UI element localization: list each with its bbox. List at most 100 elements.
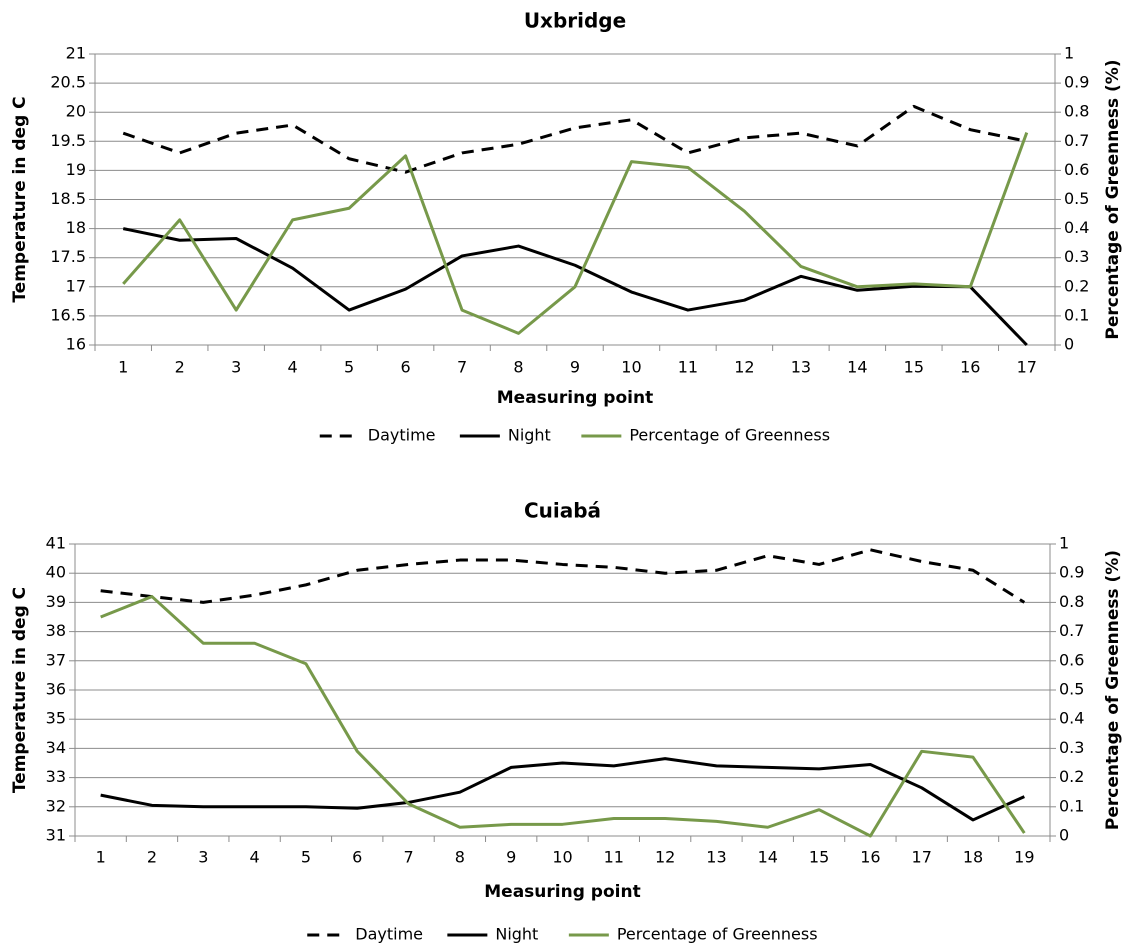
x-tick-label: 4: [250, 848, 260, 867]
x-tick-label: 6: [400, 358, 410, 377]
y2-tick-label: 0.5: [1059, 680, 1084, 699]
y2-tick-label: 0.3: [1059, 738, 1084, 757]
y2-axis-label: Percentage of Greenness (%): [1103, 59, 1123, 339]
x-tick-label: 14: [758, 848, 778, 867]
x-tick-label: 10: [552, 848, 572, 867]
series-line: [100, 548, 1026, 604]
series-line: [100, 595, 1026, 838]
x-tick-label: 15: [809, 848, 829, 867]
x-tick-label: 3: [231, 358, 241, 377]
y-tick-label: 39: [46, 592, 66, 611]
x-tick-label: 9: [506, 848, 516, 867]
x-tick-label: 2: [175, 358, 185, 377]
y-tick-label: 33: [46, 767, 66, 786]
y-tick-label: 41: [46, 534, 66, 553]
series-line: [122, 104, 1028, 174]
y-tick-label: 21: [66, 44, 86, 63]
series-line: [122, 227, 1028, 347]
y-tick-label: 34: [46, 738, 66, 757]
series-line: [100, 757, 1025, 822]
y2-tick-label: 0.9: [1064, 73, 1089, 92]
y-tick-label: 37: [46, 650, 66, 669]
y2-axis-label: Percentage of Greenness (%): [1103, 550, 1123, 830]
y2-tick-label: 0.8: [1059, 592, 1084, 611]
y2-tick-label: 0.8: [1064, 102, 1089, 121]
y2-tick-label: 0.4: [1064, 218, 1089, 237]
y-tick-label: 19.5: [50, 131, 86, 150]
x-tick-label: 17: [1017, 358, 1037, 377]
x-tick-label: 11: [604, 848, 624, 867]
y-tick-label: 20.5: [50, 73, 86, 92]
x-tick-label: 3: [198, 848, 208, 867]
x-tick-label: 8: [455, 848, 465, 867]
x-tick-label: 12: [655, 848, 675, 867]
y2-tick-label: 0.1: [1059, 796, 1084, 815]
legend-label: Night: [508, 426, 551, 445]
y2-tick-label: 0.5: [1064, 189, 1089, 208]
y2-tick-label: 0.9: [1059, 563, 1084, 582]
y-tick-label: 17.5: [50, 247, 86, 266]
legend-label: Daytime: [368, 426, 436, 445]
x-tick-label: 6: [352, 848, 362, 867]
y-axis-label: Temperature in deg C: [10, 587, 30, 793]
x-tick-label: 18: [963, 848, 983, 867]
y-tick-label: 18: [66, 218, 86, 237]
y2-tick-label: 0.7: [1059, 621, 1084, 640]
y2-tick-label: 1: [1059, 534, 1069, 553]
x-tick-label: 19: [1014, 848, 1034, 867]
y-tick-label: 16.5: [50, 305, 86, 324]
x-axis-label: Measuring point: [497, 388, 653, 408]
x-tick-label: 7: [457, 358, 467, 377]
y2-tick-label: 0: [1059, 826, 1069, 845]
y2-tick-label: 0: [1064, 335, 1074, 354]
x-tick-label: 13: [706, 848, 726, 867]
y-tick-label: 35: [46, 709, 66, 728]
y2-tick-label: 0.2: [1064, 276, 1089, 295]
x-axis-label: Measuring point: [484, 882, 640, 902]
y-tick-label: 20: [66, 102, 86, 121]
x-tick-label: 10: [621, 358, 641, 377]
legend-label: Daytime: [355, 925, 423, 944]
chart-title: Uxbridge: [524, 9, 626, 33]
x-tick-label: 12: [734, 358, 754, 377]
x-tick-label: 8: [513, 358, 523, 377]
x-tick-label: 17: [912, 848, 932, 867]
x-tick-label: 16: [960, 358, 980, 377]
y2-tick-label: 1: [1064, 44, 1074, 63]
y2-tick-label: 0.6: [1059, 650, 1084, 669]
x-tick-label: 9: [570, 358, 580, 377]
y-tick-label: 38: [46, 621, 66, 640]
x-tick-label: 14: [847, 358, 867, 377]
x-tick-label: 13: [791, 358, 811, 377]
y-tick-label: 18.5: [50, 189, 86, 208]
x-tick-label: 16: [860, 848, 880, 867]
legend-label: Night: [495, 925, 538, 944]
y-tick-label: 40: [46, 563, 66, 582]
y-tick-label: 17: [66, 276, 86, 295]
chart-title: Cuiabá: [524, 499, 601, 523]
y2-tick-label: 0.3: [1064, 247, 1089, 266]
y-tick-label: 16: [66, 335, 86, 354]
x-tick-label: 4: [288, 358, 298, 377]
y-tick-label: 19: [66, 160, 86, 179]
x-tick-label: 11: [678, 358, 698, 377]
x-tick-label: 2: [147, 848, 157, 867]
legend-label: Percentage of Greenness: [617, 925, 818, 944]
y2-tick-label: 0.7: [1064, 131, 1089, 150]
y2-tick-label: 0.4: [1059, 709, 1084, 728]
x-tick-label: 7: [403, 848, 413, 867]
series-line: [122, 132, 1029, 335]
y-tick-label: 36: [46, 680, 66, 699]
y2-tick-label: 0.2: [1059, 767, 1084, 786]
x-tick-label: 1: [118, 358, 128, 377]
y2-tick-label: 0.6: [1064, 160, 1089, 179]
y2-tick-label: 0.1: [1064, 305, 1089, 324]
x-tick-label: 5: [301, 848, 311, 867]
x-tick-label: 5: [344, 358, 354, 377]
x-tick-label: 1: [96, 848, 106, 867]
y-tick-label: 32: [46, 796, 66, 815]
y-axis-label: Temperature in deg C: [10, 96, 30, 302]
legend-label: Percentage of Greenness: [629, 426, 830, 445]
x-tick-label: 15: [904, 358, 924, 377]
